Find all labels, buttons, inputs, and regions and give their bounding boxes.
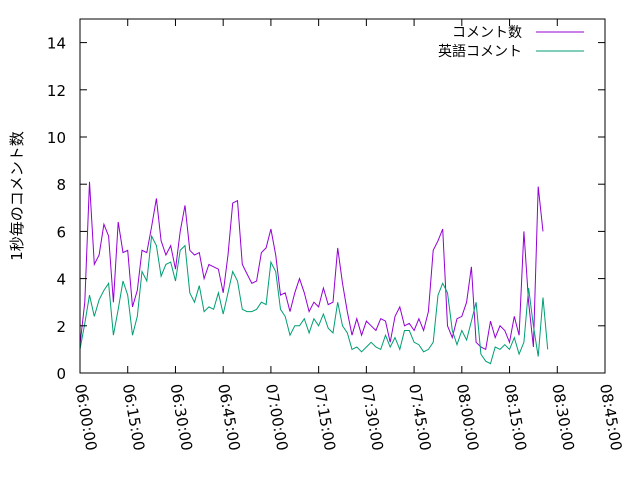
series-lines bbox=[79, 181, 549, 365]
y-axis: 0 2 4 6 8 10 12 14 bbox=[47, 35, 605, 383]
legend-label: コメント数 bbox=[452, 25, 522, 41]
y-tick-label: 14 bbox=[47, 35, 66, 53]
y-tick-label: 12 bbox=[47, 82, 66, 100]
y-tick-label: 8 bbox=[56, 176, 66, 194]
y-tick-label: 6 bbox=[56, 223, 66, 241]
series-line-0 bbox=[79, 181, 544, 351]
y-tick-label: 0 bbox=[56, 365, 66, 383]
y-tick-label: 2 bbox=[56, 318, 66, 336]
y-axis-label: 1秒毎のコメント数 bbox=[8, 131, 26, 261]
plot-frame bbox=[79, 18, 606, 374]
legend-label: 英語コメント bbox=[438, 43, 522, 60]
y-tick-label: 10 bbox=[47, 129, 66, 147]
series-line-1 bbox=[79, 234, 549, 365]
y-tick-label: 4 bbox=[56, 271, 66, 289]
